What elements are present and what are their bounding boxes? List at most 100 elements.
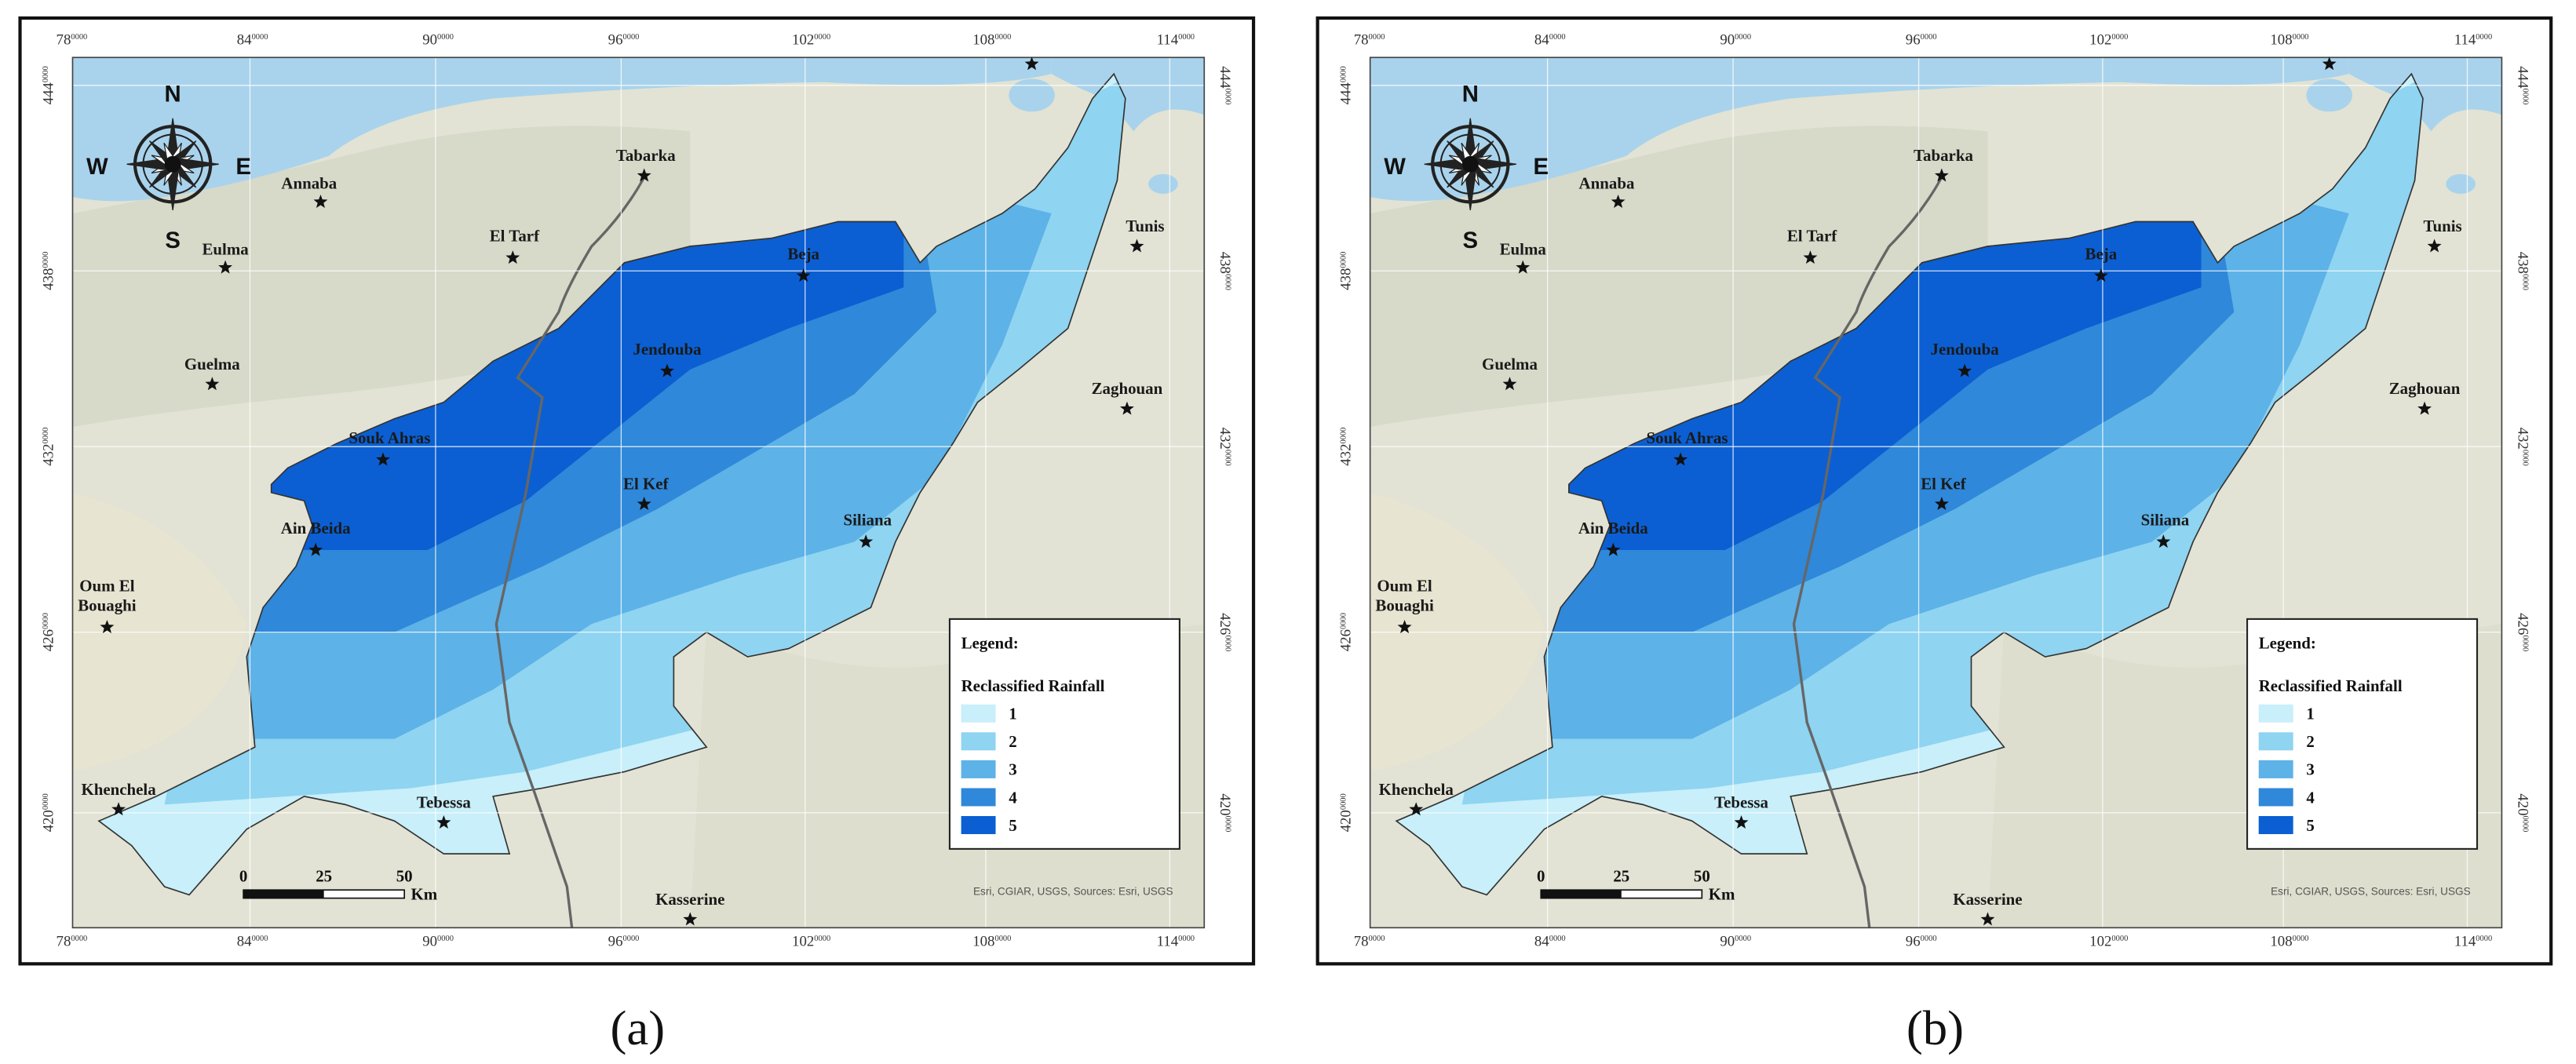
city-marker (1611, 194, 1626, 209)
lake (1009, 78, 1055, 112)
tick-sup: 0000 (1178, 33, 1195, 42)
city-label: Tunis (1126, 217, 1164, 235)
city-marker (1119, 401, 1134, 415)
tick-sup: 0000 (71, 935, 87, 943)
city-label: Souk Ahras (1647, 428, 1728, 447)
legend-swatch (961, 732, 996, 751)
tick-sup: 0000 (994, 33, 1011, 42)
tick-label: 900000 (422, 933, 454, 949)
tick-main: 426 (40, 629, 57, 651)
rainfall-zone (263, 213, 904, 551)
tick-sup: 0000 (1339, 793, 1348, 810)
city-label: Bouaghi (1375, 596, 1434, 614)
tick-main: 432 (40, 444, 57, 466)
city-marker (1734, 814, 1749, 829)
tick-sup: 0000 (622, 33, 639, 42)
tick-label: 900000 (422, 31, 454, 48)
tick-sup: 0000 (437, 935, 454, 943)
tick-label: 4200000 (1338, 793, 1355, 832)
attribution: Esri, CGIAR, USGS, Sources: Esri, USGS (973, 885, 1173, 897)
tick-main: 432 (1338, 444, 1355, 466)
tick-label: 960000 (608, 31, 640, 48)
tick-main: 78 (57, 31, 71, 48)
city-label: Kasserine (655, 890, 724, 909)
tick-sup: 0000 (994, 935, 1011, 943)
tick-label: 840000 (237, 31, 268, 48)
city-marker (505, 250, 520, 264)
tick-sup: 0000 (1223, 450, 1231, 466)
sea (1370, 57, 2349, 202)
city-label: Souk Ahras (348, 428, 430, 447)
legend-swatch (2258, 788, 2293, 807)
tick-label: 780000 (57, 933, 88, 949)
tick-label: 4200000 (40, 793, 57, 832)
tick-sup: 0000 (1735, 935, 1751, 943)
tick-label: 1080000 (2270, 933, 2308, 949)
tick-main: 444 (40, 82, 57, 105)
tick-main: 102 (792, 31, 814, 48)
tick-main: 114 (1157, 31, 1179, 48)
scale-unit: Km (1709, 885, 1735, 904)
city-label: Ain Beida (1578, 519, 1648, 537)
tick-sup: 0000 (2111, 935, 2128, 943)
tick-main: 108 (972, 933, 994, 949)
city-marker (1606, 542, 1621, 556)
scale-bar-segment (243, 890, 324, 898)
map-panel: 7800007800008400008400009000009000009600… (1315, 16, 2553, 1055)
tick-main: 96 (608, 933, 623, 949)
tick-main: 444 (1338, 82, 1355, 105)
tick-main: 96 (608, 31, 623, 48)
tick-label: 780000 (1354, 933, 1385, 949)
tick-label: 4380000 (1338, 252, 1355, 290)
tick-label: 4440000 (1217, 66, 1233, 104)
tick-sup: 0000 (1223, 816, 1231, 833)
city-label: Beja (787, 245, 819, 264)
tick-sup: 0000 (42, 66, 50, 82)
city-label: Ain Beida (281, 519, 351, 537)
legend-swatch (961, 816, 996, 835)
tick-main: 84 (1534, 31, 1549, 48)
tick-label: 780000 (1354, 31, 1385, 48)
city-marker (637, 497, 651, 511)
tick-label: 900000 (1720, 933, 1751, 949)
tick-main: 438 (2514, 252, 2530, 274)
tick-label: 1020000 (792, 933, 830, 949)
city-label: Kasserine (1953, 890, 2022, 909)
tick-sup: 0000 (1549, 935, 1566, 943)
tick-sup: 0000 (1223, 635, 1231, 651)
city-marker (2427, 239, 2442, 253)
tick-main: 426 (1338, 629, 1355, 651)
tick-sup: 0000 (2476, 935, 2492, 943)
city-label: Guelma (1482, 355, 1538, 373)
tick-label: 4320000 (40, 428, 57, 466)
lake (2306, 78, 2352, 112)
scale-label: 25 (1613, 867, 1629, 886)
city-label: Tebessa (417, 793, 471, 812)
compass-south: S (165, 228, 181, 253)
tick-main: 78 (1354, 31, 1369, 48)
compass-north: N (1462, 82, 1479, 107)
legend-title: Legend: (961, 634, 1019, 653)
tick-label: 4320000 (2514, 428, 2530, 466)
tick-main: 420 (1338, 810, 1355, 832)
city-label: El Tarf (1787, 227, 1837, 246)
legend-label: 1 (2306, 705, 2314, 723)
map-border (71, 56, 1206, 929)
tick-sup: 0000 (2521, 88, 2530, 104)
legend-label: 2 (1009, 732, 1016, 751)
legend-subtitle: Reclassified Rainfall (961, 676, 1105, 695)
tick-main: 102 (2089, 31, 2111, 48)
city-marker (313, 194, 328, 209)
tick-sup: 0000 (1339, 428, 1348, 444)
tick-main: 438 (40, 268, 57, 290)
tick-sup: 0000 (2521, 450, 2530, 466)
legend-swatch (961, 760, 996, 778)
city-label: Jendouba (633, 340, 702, 359)
legend-swatch (2258, 816, 2293, 835)
tick-sup: 0000 (42, 613, 50, 629)
tick-sup: 0000 (252, 33, 268, 42)
tick-label: 840000 (1534, 31, 1566, 48)
lake (1148, 173, 1178, 194)
scale-bar-segment (1541, 890, 1622, 898)
city-label: Khenchela (1379, 780, 1454, 799)
